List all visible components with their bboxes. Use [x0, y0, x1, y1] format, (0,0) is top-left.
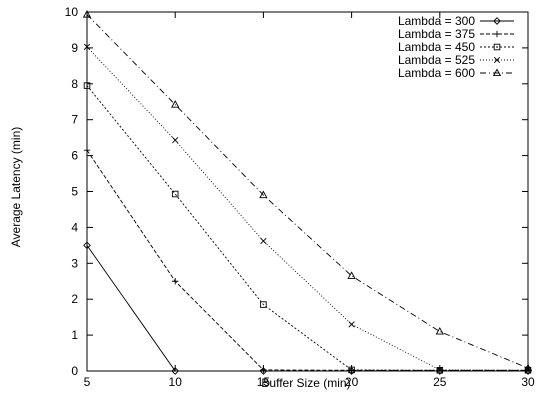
data-point: [348, 321, 355, 328]
series-line: [86, 46, 529, 371]
legend-entry: Lambda = 525: [398, 53, 514, 67]
data-point: [82, 9, 92, 18]
data-point: [83, 82, 91, 89]
legend-marker: [493, 30, 501, 38]
series-line: [86, 245, 528, 372]
series-1: [83, 241, 532, 375]
y-tick-label: 4: [71, 220, 78, 234]
x-tick-label: 10: [169, 375, 183, 389]
y-tick-label: 1: [71, 328, 78, 342]
x-tick-label: 20: [345, 375, 359, 389]
legend-label: Lambda = 450: [398, 40, 475, 54]
data-point: [348, 366, 355, 374]
y-tick-label: 5: [71, 185, 78, 199]
legend-marker: [493, 56, 501, 64]
series-2: [83, 147, 532, 374]
y-tick-label: 8: [71, 77, 78, 91]
data-point: [260, 366, 267, 374]
x-tick-label: 15: [257, 375, 271, 389]
data-point: [259, 190, 268, 199]
series-line: [86, 14, 529, 369]
data-point: [171, 100, 180, 108]
data-point: [260, 237, 267, 245]
data-point: [435, 326, 444, 335]
data-point: [172, 278, 179, 285]
y-tick-label: 2: [71, 292, 78, 306]
legend-entry: Lambda = 300: [398, 14, 514, 28]
y-tick-label: 10: [65, 5, 79, 19]
y-tick-label: 6: [71, 149, 78, 163]
y-tick-label: 0: [71, 364, 78, 378]
legend-label: Lambda = 600: [398, 66, 475, 80]
data-point: [523, 363, 533, 372]
series-line: [86, 85, 528, 371]
x-tick-label: 25: [433, 375, 447, 389]
data-point: [171, 367, 180, 375]
series-group: [82, 9, 533, 375]
x-tick-label: 5: [84, 375, 91, 389]
data-point: [83, 241, 91, 250]
data-point: [260, 301, 267, 308]
x-tick-label: 30: [521, 375, 535, 389]
data-point: [171, 190, 179, 198]
legend-marker: [493, 43, 501, 51]
series-3: [83, 82, 532, 374]
y-axis-title: Average Latency (min): [9, 127, 23, 248]
legend-entry: Lambda = 450: [398, 40, 514, 54]
legend-label: Lambda = 300: [398, 14, 475, 28]
legend-marker: [493, 17, 501, 25]
data-point: [436, 366, 443, 374]
y-tick-label: 7: [71, 113, 78, 127]
data-point: [172, 137, 179, 144]
series-5: [82, 9, 533, 372]
legend-entry: Lambda = 375: [398, 27, 514, 41]
data-point: [347, 271, 356, 279]
legend-entry: Lambda = 600: [398, 66, 514, 80]
data-point: [83, 147, 91, 154]
data-point: [83, 43, 91, 50]
y-tick-label: 9: [71, 41, 78, 55]
series-4: [83, 43, 532, 374]
legend-label: Lambda = 375: [398, 27, 475, 41]
tick-labels: 5 10 15 20 25 30 0 1 2 3 4 5 6 7 8 9 10: [65, 5, 535, 389]
x-axis-title: Buffer Size (min): [261, 376, 350, 390]
legend-label: Lambda = 525: [398, 53, 475, 67]
y-tick-label: 3: [71, 256, 78, 270]
data-point: [436, 367, 444, 374]
legend-marker: [492, 68, 502, 77]
